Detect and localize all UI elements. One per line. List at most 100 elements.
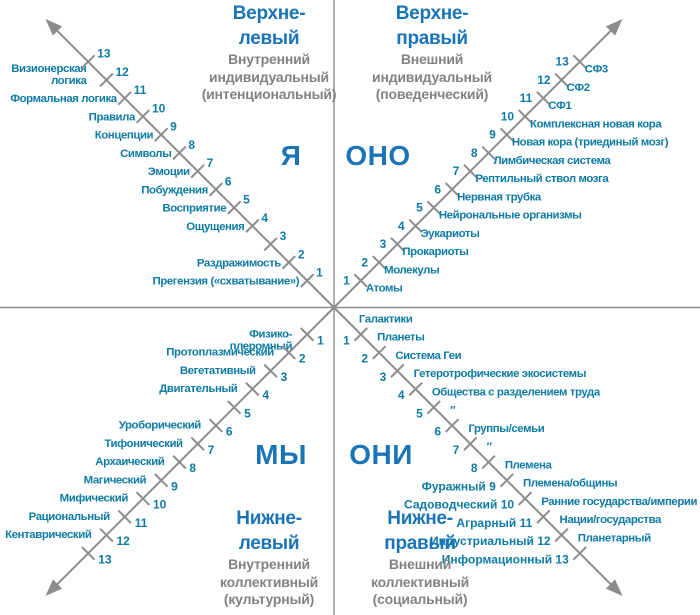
lr-tick-6 bbox=[445, 418, 460, 433]
ll-tick-12-label: Кентаврический bbox=[5, 529, 92, 541]
lr-tick-12 bbox=[554, 527, 569, 543]
ll-tick-4 bbox=[245, 382, 260, 397]
lr-tick-9-left-label: Фуражный 9 bbox=[422, 479, 496, 493]
ul-tick-7-label: Эмоции bbox=[148, 166, 190, 178]
quadrant-subtitle-line: (социальный) bbox=[372, 591, 468, 607]
lr-tick-3-number: 3 bbox=[380, 370, 387, 384]
lr-tick-7-number: 7 bbox=[453, 443, 460, 457]
ul-tick-12-label: логика bbox=[51, 75, 87, 87]
quadrant-title-upper-right: Верхне- правый Внешний индивидуальный (п… bbox=[372, 1, 492, 104]
quadrant-title-lower-right: Нижне- правый Внешний коллективный (соци… bbox=[371, 506, 469, 609]
pronoun-upper-right: ОНО bbox=[345, 140, 411, 171]
ur-tick-9 bbox=[499, 127, 514, 142]
ul-tick-2-label: Раздражимость bbox=[197, 257, 281, 269]
ul-tick-8-label: Символы bbox=[120, 148, 171, 160]
lr-tick-11-right-label: Ранние государства/империи bbox=[541, 496, 697, 508]
ur-arrowhead-icon bbox=[605, 19, 623, 36]
ur-tick-10-label: Комплексная новая кора bbox=[530, 118, 662, 130]
lr-arrowhead-icon bbox=[605, 579, 623, 596]
ul-tick-10-number: 10 bbox=[152, 101, 166, 115]
ll-tick-6-label: Уроборический bbox=[119, 420, 202, 432]
ul-tick-9-number: 9 bbox=[170, 120, 177, 134]
ll-tick-5-number: 5 bbox=[244, 406, 251, 420]
ul-tick-1 bbox=[300, 273, 315, 288]
ul-tick-5-label: Восприятие bbox=[162, 203, 226, 215]
quadrant-title-line: правый bbox=[396, 28, 468, 49]
lr-tick-8-number: 8 bbox=[471, 461, 478, 475]
quadrant-subtitle-line: Внутренний bbox=[228, 556, 310, 572]
ll-tick-2-number: 2 bbox=[299, 352, 306, 366]
ur-tick-11-number: 11 bbox=[520, 91, 533, 105]
ur-tick-11 bbox=[536, 91, 551, 106]
lr-tick-4-right-label: Гетеротрофические экосистемы bbox=[414, 368, 586, 380]
ul-tick-6 bbox=[208, 182, 223, 197]
lr-tick-2 bbox=[372, 345, 387, 360]
ll-tick-1-label: плеромный bbox=[230, 340, 293, 352]
ll-tick-6 bbox=[208, 418, 223, 433]
lr-tick-4-number: 4 bbox=[398, 388, 405, 402]
quadrant-subtitle-line: индивидуальный bbox=[209, 68, 329, 85]
quadrant-title-line: правый bbox=[384, 533, 456, 554]
ur-tick-8-label: Лимбическая система bbox=[494, 155, 612, 167]
ll-tick-1 bbox=[300, 327, 315, 342]
ur-tick-2 bbox=[372, 255, 387, 270]
ur-tick-7-label: Рептильный ствол мозга bbox=[475, 173, 609, 185]
lr-tick-13 bbox=[572, 546, 587, 561]
quadrant-title-line: левый bbox=[238, 28, 300, 49]
ll-tick-10-number: 10 bbox=[153, 498, 167, 512]
ul-tick-10 bbox=[135, 109, 151, 124]
lr-tick-2-right-label: Планеты bbox=[377, 332, 424, 344]
quadrant-title-line: левый bbox=[238, 533, 300, 554]
ul-tick-6-number: 6 bbox=[225, 174, 232, 188]
pronoun-lower-right: ОНИ bbox=[349, 439, 413, 470]
lr-diagonal-axis bbox=[333, 306, 618, 592]
ul-tick-9-label: Концепции bbox=[95, 130, 154, 142]
ll-tick-13-number: 13 bbox=[98, 552, 112, 566]
quadrant-title-line: Нижне- bbox=[387, 508, 453, 529]
ll-tick-2 bbox=[281, 345, 296, 360]
ur-tick-13-number: 13 bbox=[555, 55, 569, 69]
quadrant-subtitle-line: (интенциональный) bbox=[201, 86, 337, 102]
ll-tick-12-number: 12 bbox=[116, 534, 130, 548]
lr-tick-9 bbox=[499, 473, 514, 488]
ll-tick-13 bbox=[81, 546, 96, 561]
ul-arrowhead-icon bbox=[45, 19, 63, 36]
quadrant-title-line: Нижне- bbox=[236, 508, 302, 529]
ll-tick-11 bbox=[117, 509, 132, 524]
ur-tick-5-number: 5 bbox=[416, 201, 423, 215]
ll-tick-3-label: Вегетативный bbox=[180, 365, 256, 377]
quadrant-subtitle-line: (культурный) bbox=[223, 591, 315, 607]
ur-tick-13 bbox=[572, 54, 587, 69]
ll-tick-5 bbox=[227, 400, 242, 415]
quadrant-title-upper-left: Верхне- левый Внутренний индивидуальный … bbox=[202, 1, 337, 104]
ul-tick-7 bbox=[190, 164, 205, 179]
ul-tick-5 bbox=[227, 200, 242, 215]
ur-tick-8 bbox=[481, 145, 496, 160]
ll-tick-2-label: Протоплазмический bbox=[166, 347, 274, 359]
quadrant-title-line: Верхне- bbox=[232, 3, 306, 24]
ul-tick-4-number: 4 bbox=[261, 211, 268, 225]
ll-tick-10 bbox=[135, 491, 151, 506]
ll-tick-4-number: 4 bbox=[262, 388, 269, 402]
ur-tick-2-number: 2 bbox=[361, 255, 368, 269]
ll-tick-1-label: Физико- bbox=[249, 328, 292, 340]
ur-tick-3-number: 3 bbox=[380, 237, 387, 251]
lr-tick-8 bbox=[481, 455, 496, 470]
ul-tick-12 bbox=[99, 72, 114, 88]
ll-tick-12 bbox=[99, 527, 114, 543]
ur-diagonal-axis bbox=[333, 23, 618, 309]
ur-tick-10-number: 10 bbox=[501, 109, 515, 123]
lr-tick-5-right-label: Общества с разделением труда bbox=[432, 386, 601, 398]
ur-tick-6 bbox=[445, 182, 460, 197]
ul-tick-1-number: 1 bbox=[316, 266, 323, 280]
ll-tick-4-label: Двигательный bbox=[159, 383, 238, 395]
lr-tick-11 bbox=[536, 509, 551, 524]
ul-tick-13 bbox=[81, 54, 96, 69]
ur-tick-5-label: Нейрональные организмы bbox=[439, 210, 582, 222]
quadrant-subtitle-line: Внешний bbox=[388, 556, 452, 572]
ul-tick-11 bbox=[117, 91, 132, 106]
ul-tick-5-number: 5 bbox=[243, 193, 250, 207]
ur-tick-12 bbox=[554, 72, 569, 88]
